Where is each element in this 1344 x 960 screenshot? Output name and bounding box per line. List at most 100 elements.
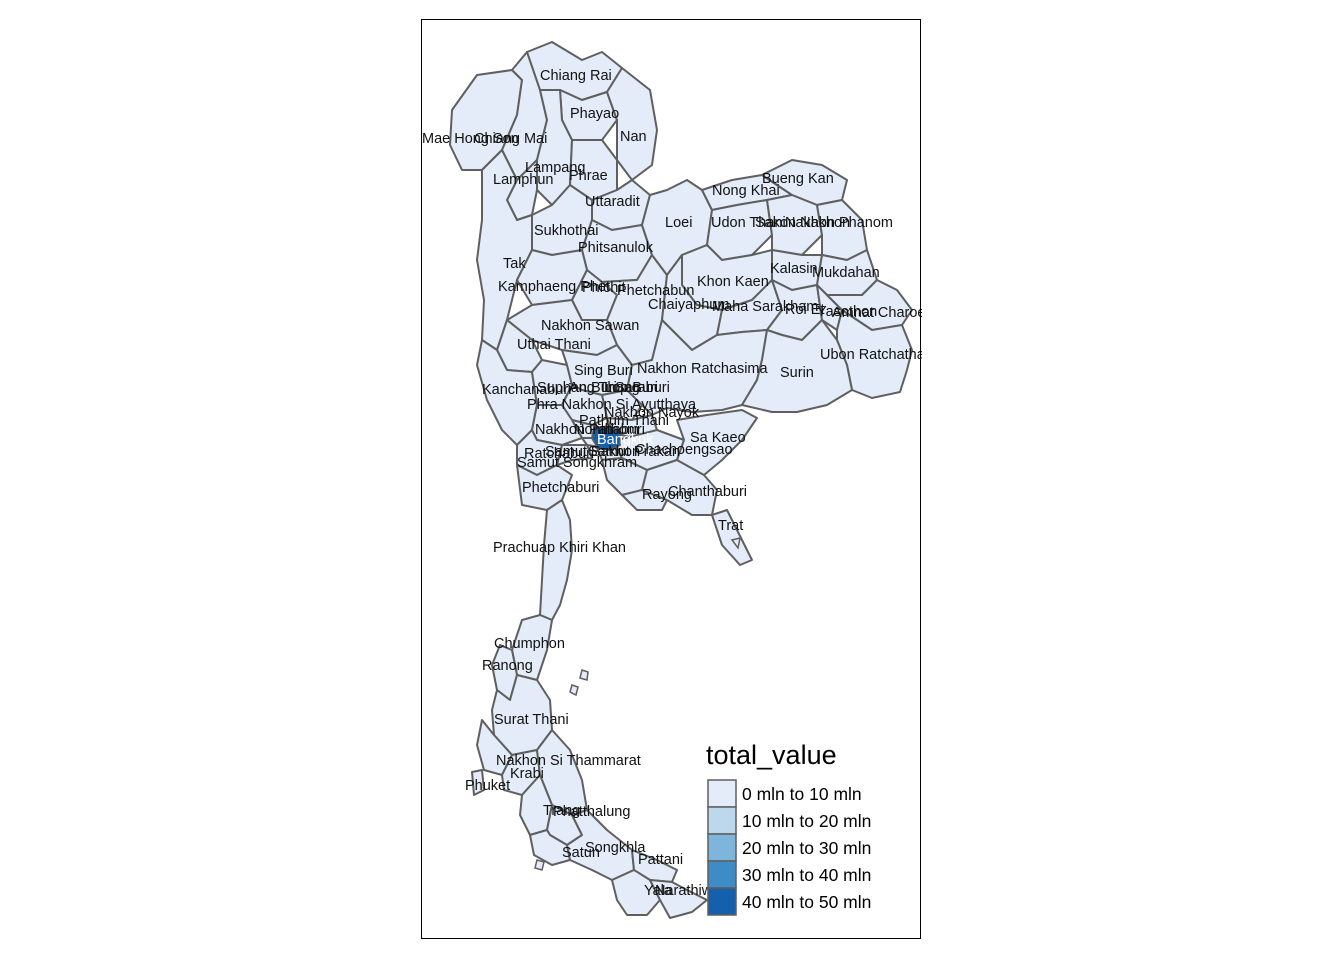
province-shape-samut-sakhon <box>556 444 593 466</box>
province-label-chiang-mai: Chiang Mai <box>474 131 547 147</box>
province-label-ranong: Ranong <box>482 658 533 674</box>
province-label-saraburi: Saraburi <box>615 380 670 396</box>
province-label-suphan-buri: Suphan Buri <box>537 380 617 396</box>
province-label-kamphaeng-phet: Kamphaeng Phet <box>498 279 610 295</box>
province-shape-prachuap-khiri-khan <box>539 499 573 621</box>
province-label-surat-thani: Surat Thani <box>494 712 569 728</box>
islands <box>534 536 741 871</box>
province-shape-yala <box>611 869 661 916</box>
province-label-lamphun: Lamphun <box>493 172 553 188</box>
province-label-uthai-thani: Uthai Thani <box>517 337 591 353</box>
province-label-nakhon-phanom: Nakhon Phanom <box>785 215 893 231</box>
legend-swatch <box>707 833 737 862</box>
province-label-phetchabun: Phetchabun <box>617 283 694 299</box>
province-label-chumphon: Chumphon <box>494 636 565 652</box>
island-shape <box>569 684 579 697</box>
province-label-trang: Trang <box>543 803 580 819</box>
province-shape-sakon-nakhon <box>766 194 823 256</box>
province-label-phatthalung: Phatthalung <box>553 804 630 820</box>
province-label-loei: Loei <box>665 215 692 231</box>
province-label-kanchanaburi: Kanchanaburi <box>482 382 572 398</box>
province-label-kalasin: Kalasin <box>770 261 818 277</box>
province-label-nong-khai: Nong Khai <box>712 183 780 199</box>
province-label-nakhon-pathom: Nakhon Pathom <box>535 422 639 438</box>
island-shape <box>730 536 741 550</box>
map-frame: Chiang Rai Phayao Mae Hong Son Chiang Mai Na… <box>421 19 922 939</box>
legend-label: 40 mln to 50 mln <box>742 892 871 912</box>
province-label-sing-buri: Sing Buri <box>574 363 633 379</box>
legend-swatch <box>707 860 737 889</box>
province-shape-phuket <box>471 769 485 796</box>
province-label-yasothon: Yasothon <box>817 304 877 320</box>
province-label-satun: Satun <box>562 845 600 861</box>
island-shape <box>579 669 589 681</box>
province-label-songkhla: Songkhla <box>585 840 646 856</box>
province-shape-sa-kaeo <box>676 409 758 476</box>
province-label-phichit: Phichit <box>582 280 626 296</box>
province-shape-phetchaburi <box>516 464 573 511</box>
province-label-yala: Yala <box>644 883 673 899</box>
province-shape-rayong <box>621 489 668 511</box>
province-label-pattani: Pattani <box>638 852 683 868</box>
province-label-mukdahan: Mukdahan <box>812 265 880 281</box>
province-label-udon-thani: Udon Thani <box>711 215 786 231</box>
province-label-maha-sarakham: Maha Sarakham <box>712 299 818 315</box>
province-label-prachuap-khiri-khan: Prachuap Khiri Khan <box>493 540 626 556</box>
province-label-amnat-charoen: Amnat Charoen <box>832 305 922 321</box>
island-shape <box>534 859 545 871</box>
province-shape-nakhon-sawan <box>506 299 618 356</box>
province-shape-bangkok <box>591 425 621 451</box>
province-label-nakhon-si-thammarat: Nakhon Si Thammarat <box>496 753 641 769</box>
province-label-uttaradit: Uttaradit <box>585 194 640 210</box>
province-label-phra-nakhon-si-ayutthaya: Phra Nakhon Si Ayutthaya <box>527 397 697 413</box>
legend-label: 0 mln to 10 mln <box>742 784 862 804</box>
province-label-samut-prakan: Samut Prakan <box>588 444 680 460</box>
province-label-lop-buri: Lop Buri <box>604 380 658 396</box>
legend-swatch <box>707 806 737 835</box>
province-label-tak: Tak <box>503 256 526 272</box>
legend-label: 20 mln to 30 mln <box>742 838 871 858</box>
province-label-narathiwat: Narathiwat <box>655 883 724 899</box>
province-label-chiang-rai: Chiang Rai <box>540 68 612 84</box>
legend-label: 30 mln to 40 mln <box>742 865 871 885</box>
province-label-rayong: Rayong <box>642 487 692 503</box>
province-label-nakhon-ratchasima: Nakhon Ratchasima <box>637 361 768 377</box>
province-label-samut-songkhram: Samut Songkhram <box>517 455 637 471</box>
province-label-lampang: Lampang <box>525 160 585 176</box>
province-label-surin: Surin <box>780 365 814 381</box>
province-label-phrae: Phrae <box>569 168 608 184</box>
province-label-ang-thong: Ang Thong <box>569 380 640 396</box>
province-label-chaiyaphum: Chaiyaphum <box>648 297 729 313</box>
province-label-krabi: Krabi <box>510 766 544 782</box>
province-shape-narathiwat <box>649 879 708 919</box>
province-label-sukhothai: Sukhothai <box>534 223 599 239</box>
province-label-phitsanulok: Phitsanulok <box>578 240 654 256</box>
province-label-bueng-kan: Bueng Kan <box>762 171 834 187</box>
province-label-phayao: Phayao <box>570 106 619 122</box>
province-shapes <box>449 41 913 919</box>
province-label-ubon-ratchathani: Ubon Ratchathani <box>820 347 922 363</box>
province-label-phuket: Phuket <box>465 778 510 794</box>
province-shape-nan <box>606 67 658 181</box>
province-label-chachoengsao: Chachoengsao <box>635 442 733 458</box>
province-shape-trat <box>711 509 753 566</box>
province-shape-buri-ram-surin-sisaket <box>741 319 853 413</box>
province-label-khon-kaen: Khon Kaen <box>697 274 769 290</box>
province-label-pathum-thani: Pathum Thani <box>579 413 669 429</box>
province-label-sa-kaeo: Sa Kaeo <box>690 430 746 446</box>
province-label-nakhon-nayok: Nakhon Nayok <box>604 405 700 421</box>
province-label-nonthaburi: Nonthaburi <box>574 422 645 438</box>
province-label-trat: Trat <box>718 518 743 534</box>
province-label-ratchaburi: Ratchaburi <box>524 446 594 462</box>
legend-items: 0 mln to 10 mln 10 mln to 20 mln 20 mln to… <box>707 779 871 916</box>
province-label-phetchaburi: Phetchaburi <box>522 480 599 496</box>
province-label-sakon-nakhon: Sakon Nakhon <box>755 215 850 231</box>
legend-swatch <box>707 779 737 808</box>
province-label-roi-et: Roi Et <box>785 302 825 318</box>
province-label-bangkok: Bangkok <box>597 432 654 448</box>
province-label-nan: Nan <box>620 129 647 145</box>
legend-title: total_value <box>706 740 837 770</box>
legend-swatch <box>707 887 737 916</box>
